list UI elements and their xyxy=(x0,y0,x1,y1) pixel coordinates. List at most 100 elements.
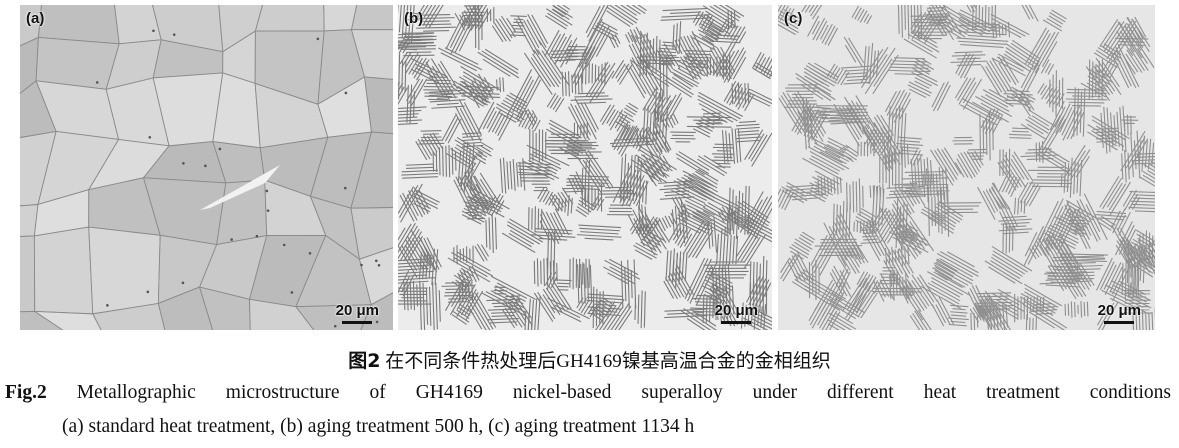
inclusion xyxy=(230,238,233,241)
delta-phase-needle xyxy=(894,73,924,76)
delta-phase-needle xyxy=(811,301,828,329)
delta-phase-needle xyxy=(903,141,906,168)
delta-phase-needle xyxy=(961,97,1003,121)
delta-phase-needle xyxy=(627,213,645,247)
delta-phase-needle xyxy=(1080,300,1083,318)
delta-phase-needle xyxy=(552,8,570,21)
delta-phase-needle xyxy=(548,285,566,312)
delta-phase-needle xyxy=(663,94,677,117)
delta-phase-needle xyxy=(627,125,638,144)
delta-phase-needle xyxy=(864,226,882,257)
delta-phase-needle xyxy=(814,113,830,116)
delta-phase-needle xyxy=(866,46,870,81)
delta-phase-needle xyxy=(1124,259,1127,299)
delta-phase-needle xyxy=(506,17,516,32)
delta-phase-needle xyxy=(828,311,841,330)
delta-phase-needle xyxy=(1141,310,1144,330)
delta-phase-needle xyxy=(645,91,659,112)
grain xyxy=(92,302,166,330)
delta-phase-needle xyxy=(491,113,503,133)
delta-phase-needle xyxy=(920,158,924,188)
delta-phase-needle xyxy=(583,263,586,304)
inclusion xyxy=(266,209,270,212)
delta-phase-needle xyxy=(1072,95,1101,98)
delta-phase-needle xyxy=(658,54,677,57)
delta-phase-needle xyxy=(398,42,427,45)
delta-phase-needle xyxy=(668,215,674,225)
delta-phase-needle xyxy=(1001,55,1019,84)
delta-phase-needle xyxy=(1068,205,1094,221)
delta-phase-needle xyxy=(574,105,592,136)
delta-phase-needle xyxy=(1023,300,1068,329)
delta-phase-needle xyxy=(1048,15,1064,25)
delta-phase-needle xyxy=(606,306,624,330)
delta-phase-needle xyxy=(638,207,657,242)
delta-phase-needle xyxy=(974,302,993,330)
delta-phase-needle xyxy=(578,224,622,229)
delta-phase-needle xyxy=(521,111,531,128)
delta-phase-needle xyxy=(807,15,820,37)
delta-phase-needle xyxy=(471,281,474,302)
delta-phase-needle xyxy=(444,277,465,311)
delta-phase-needle xyxy=(439,60,459,90)
delta-phase-needle xyxy=(1045,237,1054,250)
delta-phase-needle xyxy=(868,120,885,145)
delta-phase-needle xyxy=(674,39,683,55)
delta-phase-needle xyxy=(1122,252,1130,265)
delta-phase-needle xyxy=(583,102,599,130)
delta-phase-needle xyxy=(707,273,733,288)
delta-phase-needle xyxy=(658,39,661,70)
delta-phase-needle xyxy=(954,51,983,54)
delta-phase-needle xyxy=(505,302,523,328)
delta-phase-needle xyxy=(1058,244,1074,269)
delta-phase-needle xyxy=(708,296,711,323)
delta-phase-needle xyxy=(844,44,857,63)
delta-phase-needle xyxy=(784,191,795,211)
delta-phase-needle xyxy=(501,309,516,329)
delta-phase-needle xyxy=(697,192,733,211)
delta-phase-needle xyxy=(419,237,438,273)
delta-phase-needle xyxy=(491,275,536,300)
delta-phase-needle xyxy=(713,216,718,253)
delta-phase-needle xyxy=(992,306,996,328)
delta-phase-needle xyxy=(810,5,819,17)
delta-phase-needle xyxy=(624,267,627,302)
delta-phase-needle xyxy=(633,29,640,40)
delta-phase-needle xyxy=(1142,170,1155,180)
delta-phase-needle xyxy=(456,284,476,317)
delta-phase-needle xyxy=(1031,115,1050,127)
delta-phase-needle xyxy=(662,41,674,44)
delta-phase-needle xyxy=(719,208,729,222)
delta-phase-needle xyxy=(814,181,832,191)
delta-phase-needle xyxy=(790,250,804,260)
delta-phase-needle xyxy=(611,59,625,79)
delta-phase-needle xyxy=(524,165,555,181)
delta-phase-needle xyxy=(992,250,1028,273)
delta-phase-needle xyxy=(657,159,666,171)
delta-phase-needle xyxy=(779,5,789,21)
delta-phase-needle xyxy=(398,116,418,119)
delta-phase-needle xyxy=(461,214,482,225)
delta-phase-needle xyxy=(652,157,665,177)
delta-phase-needle xyxy=(727,50,747,83)
delta-phase-needle xyxy=(526,19,542,46)
delta-phase-needle xyxy=(447,118,462,144)
delta-phase-needle xyxy=(552,280,572,310)
delta-phase-needle xyxy=(1047,64,1055,75)
delta-phase-needle xyxy=(425,287,429,325)
delta-phase-needle xyxy=(508,232,532,248)
delta-phase-needle xyxy=(652,129,664,149)
delta-phase-needle xyxy=(398,86,405,99)
delta-phase-needle xyxy=(471,187,510,210)
delta-phase-needle xyxy=(1079,262,1095,286)
delta-phase-needle xyxy=(578,298,587,311)
inclusion xyxy=(255,234,259,238)
delta-phase-needle xyxy=(813,233,837,274)
delta-phase-needle xyxy=(464,160,481,190)
delta-phase-needle xyxy=(858,178,861,216)
delta-phase-needle xyxy=(971,101,1009,123)
delta-phase-needle xyxy=(496,79,498,91)
delta-phase-needle xyxy=(747,186,750,235)
delta-phase-needle xyxy=(491,25,504,43)
delta-phase-needle xyxy=(472,175,489,206)
